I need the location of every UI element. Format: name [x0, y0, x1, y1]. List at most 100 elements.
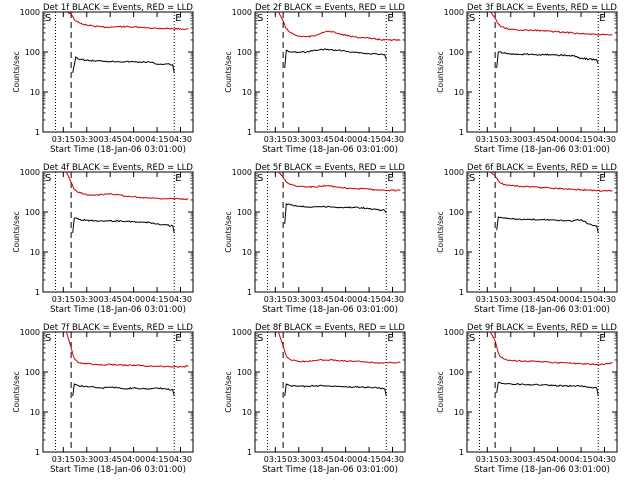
x-tick-label: 03:30: [287, 455, 310, 464]
x-tick-label: 03:15: [52, 455, 75, 464]
lld-series-line: [66, 11, 189, 31]
events-series-line: [72, 217, 175, 234]
x-tick-label: 04:00: [334, 455, 357, 464]
e-marker: E: [599, 173, 605, 184]
detector-panel-8: Det 8f BLACK = Events, RED = LLD 1 10 100 10…: [224, 323, 406, 475]
y-tick-label: 10: [454, 248, 464, 257]
x-tick-label: 04:30: [381, 455, 404, 464]
s-marker: S: [469, 333, 475, 344]
s-marker: S: [45, 13, 51, 24]
x-tick-label: 04:15: [146, 455, 169, 464]
y-tick-label: 100: [449, 208, 464, 217]
y-tick-label: 100: [237, 48, 252, 57]
plot-frame: [254, 331, 406, 453]
detector-panel-6: Det 6f BLACK = Events, RED = LLD 1 10 100 10…: [436, 163, 618, 315]
y-tick-label: 1: [459, 128, 464, 137]
panel-title: Det 4f BLACK = Events, RED = LLD: [43, 163, 193, 173]
y-tick-label: 100: [237, 208, 252, 217]
panel-title: Det 6f BLACK = Events, RED = LLD: [467, 163, 617, 173]
x-tick-label: 03:15: [52, 295, 75, 304]
lld-series-line: [490, 171, 613, 192]
plot-frame: [42, 11, 194, 133]
y-tick-label: 100: [449, 368, 464, 377]
panel-title: Det 8f BLACK = Events, RED = LLD: [255, 323, 405, 333]
e-marker: E: [599, 13, 605, 24]
x-axis-label: Start Time (18-Jan-06 03:01:00): [50, 305, 186, 315]
y-tick-label: 1000: [232, 328, 252, 337]
events-series-line: [284, 48, 387, 68]
y-axis-label: Counts/sec: [224, 51, 233, 92]
x-tick-label: 04:00: [334, 295, 357, 304]
x-tick-label: 04:15: [570, 135, 593, 144]
x-tick-label: 04:30: [169, 455, 192, 464]
detector-panel-3: Det 3f BLACK = Events, RED = LLD 1 10 100 10…: [436, 3, 618, 155]
events-series-line: [496, 216, 599, 234]
x-tick-label: 03:45: [523, 295, 546, 304]
e-marker: E: [175, 13, 181, 24]
x-tick-label: 03:45: [99, 455, 122, 464]
detector-panel-9: Det 9f BLACK = Events, RED = LLD 1 10 100 10…: [436, 323, 618, 475]
e-marker: E: [387, 13, 393, 24]
x-tick-label: 04:00: [546, 295, 569, 304]
x-tick-label: 04:00: [122, 455, 145, 464]
x-tick-label: 03:30: [499, 135, 522, 144]
x-tick-label: 03:30: [499, 455, 522, 464]
y-tick-label: 10: [242, 248, 252, 257]
x-tick-label: 03:45: [311, 455, 334, 464]
x-tick-label: 03:45: [99, 135, 122, 144]
y-tick-label: 1000: [20, 328, 40, 337]
e-marker: E: [387, 173, 393, 184]
y-tick-label: 100: [237, 368, 252, 377]
plot-frame: [466, 171, 618, 293]
events-series-line: [72, 56, 175, 73]
x-tick-label: 04:15: [146, 135, 169, 144]
y-tick-label: 1: [459, 448, 464, 457]
y-tick-label: 10: [242, 408, 252, 417]
x-tick-label: 03:45: [523, 455, 546, 464]
x-tick-label: 03:15: [264, 455, 287, 464]
y-tick-label: 1: [247, 288, 252, 297]
y-tick-label: 100: [25, 208, 40, 217]
x-tick-label: 03:15: [264, 295, 287, 304]
x-tick-label: 03:15: [52, 135, 75, 144]
y-tick-label: 10: [454, 88, 464, 97]
x-axis-label: Start Time (18-Jan-06 03:01:00): [50, 145, 186, 155]
y-axis-label: Counts/sec: [12, 211, 21, 252]
x-tick-label: 04:00: [546, 135, 569, 144]
y-tick-label: 1000: [444, 8, 464, 17]
x-tick-label: 04:30: [381, 295, 404, 304]
y-tick-label: 10: [454, 408, 464, 417]
detector-panel-4: Det 4f BLACK = Events, RED = LLD 1 10 100 10…: [12, 163, 194, 315]
y-tick-label: 100: [25, 48, 40, 57]
y-tick-label: 1000: [444, 168, 464, 177]
x-axis-label: Start Time (18-Jan-06 03:01:00): [50, 465, 186, 475]
x-axis-label: Start Time (18-Jan-06 03:01:00): [262, 145, 398, 155]
x-tick-label: 03:45: [311, 135, 334, 144]
detector-panel-2: Det 2f BLACK = Events, RED = LLD 1 10 100 10…: [224, 3, 406, 155]
y-axis-label: Counts/sec: [12, 371, 21, 412]
plot-frame: [42, 331, 194, 453]
s-marker: S: [45, 173, 51, 184]
y-tick-label: 10: [30, 408, 40, 417]
y-tick-label: 1000: [232, 168, 252, 177]
events-series-line: [496, 51, 599, 68]
lld-series-line: [489, 331, 613, 366]
x-tick-label: 03:30: [287, 135, 310, 144]
panel-title: Det 5f BLACK = Events, RED = LLD: [255, 163, 405, 173]
lld-series-line: [490, 11, 613, 36]
x-tick-label: 04:30: [593, 455, 616, 464]
x-axis-label: Start Time (18-Jan-06 03:01:00): [474, 465, 610, 475]
panel-title: Det 2f BLACK = Events, RED = LLD: [255, 3, 405, 13]
x-tick-label: 03:30: [499, 295, 522, 304]
x-tick-label: 04:00: [122, 295, 145, 304]
x-tick-label: 03:45: [311, 295, 334, 304]
y-tick-label: 1: [247, 448, 252, 457]
s-marker: S: [45, 333, 51, 344]
y-tick-label: 10: [30, 248, 40, 257]
y-tick-label: 1000: [232, 8, 252, 17]
detector-panel-5: Det 5f BLACK = Events, RED = LLD 1 10 100 10…: [224, 163, 406, 315]
x-tick-label: 03:15: [476, 135, 499, 144]
y-tick-label: 10: [242, 88, 252, 97]
x-tick-label: 04:30: [169, 295, 192, 304]
